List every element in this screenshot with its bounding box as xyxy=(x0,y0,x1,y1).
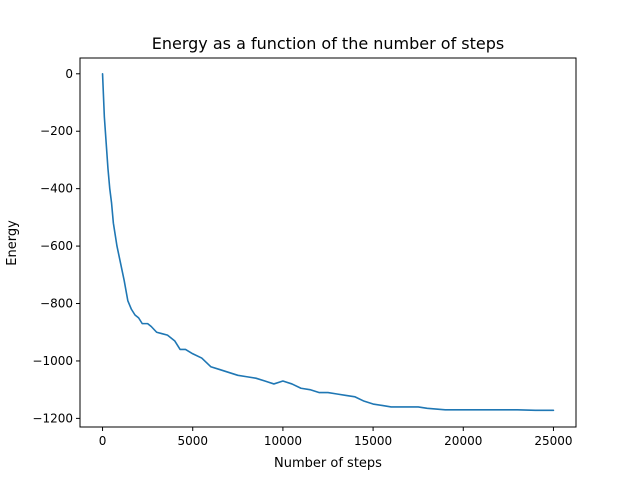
y-tick-label: −800 xyxy=(40,297,73,311)
y-tick-label: 0 xyxy=(65,67,73,81)
x-axis-ticks: 0 5000 10000 15000 20000 25000 xyxy=(99,427,573,448)
y-axis-ticks: 0 −200 −400 −600 −800 −1000 −1200 xyxy=(32,67,80,425)
x-tick-label: 20000 xyxy=(444,434,482,448)
x-tick-label: 25000 xyxy=(534,434,572,448)
y-tick-label: −1000 xyxy=(32,354,73,368)
x-tick-label: 0 xyxy=(99,434,107,448)
y-axis-label: Energy xyxy=(5,220,20,266)
y-tick-label: −600 xyxy=(40,239,73,253)
x-tick-label: 10000 xyxy=(264,434,302,448)
plot-area xyxy=(101,72,555,412)
y-tick-label: −1200 xyxy=(32,411,73,425)
chart-title: Energy as a function of the number of st… xyxy=(152,34,505,53)
x-tick-label: 15000 xyxy=(354,434,392,448)
x-tick-label: 5000 xyxy=(177,434,208,448)
axes-frame xyxy=(79,57,577,428)
y-tick-label: −200 xyxy=(40,124,73,138)
y-tick-label: −400 xyxy=(40,182,73,196)
x-axis-label: Number of steps xyxy=(274,456,382,471)
energy-series-line xyxy=(101,72,555,412)
